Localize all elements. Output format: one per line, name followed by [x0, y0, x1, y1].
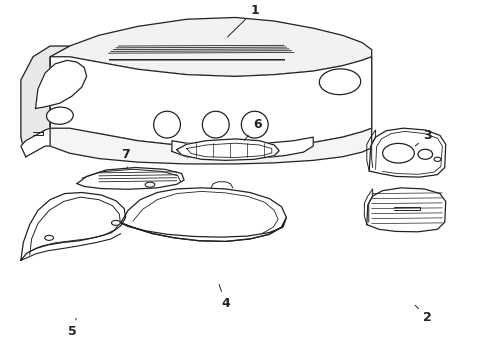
Ellipse shape	[45, 235, 53, 240]
Polygon shape	[50, 57, 372, 148]
Ellipse shape	[154, 111, 180, 138]
Polygon shape	[172, 137, 313, 159]
Ellipse shape	[434, 157, 441, 161]
Ellipse shape	[47, 107, 73, 124]
Polygon shape	[50, 128, 372, 164]
Ellipse shape	[319, 69, 361, 95]
Ellipse shape	[418, 149, 433, 159]
Polygon shape	[177, 139, 279, 160]
Polygon shape	[121, 188, 287, 242]
Ellipse shape	[202, 111, 229, 138]
Polygon shape	[21, 128, 50, 157]
Polygon shape	[21, 193, 125, 260]
Polygon shape	[77, 167, 184, 189]
Text: 1: 1	[227, 4, 259, 37]
Text: 7: 7	[121, 148, 130, 168]
Ellipse shape	[112, 220, 120, 225]
Ellipse shape	[242, 111, 268, 138]
Text: 5: 5	[68, 318, 76, 338]
Ellipse shape	[145, 182, 155, 187]
Polygon shape	[367, 188, 446, 232]
Text: 6: 6	[245, 118, 262, 140]
Text: 4: 4	[219, 284, 230, 310]
Polygon shape	[21, 46, 70, 157]
Polygon shape	[50, 18, 372, 76]
Polygon shape	[369, 128, 446, 177]
Text: 3: 3	[415, 129, 432, 146]
Text: 2: 2	[415, 305, 432, 324]
Ellipse shape	[383, 143, 415, 163]
Polygon shape	[35, 60, 87, 109]
Polygon shape	[121, 217, 287, 242]
